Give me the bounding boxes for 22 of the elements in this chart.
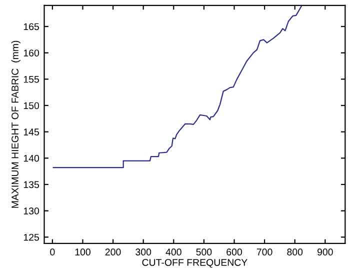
x-tick-label: 400 xyxy=(166,248,182,256)
x-tick-label: 600 xyxy=(226,248,242,256)
y-tick-label: 125 xyxy=(24,234,39,241)
x-tick-label: 100 xyxy=(75,248,90,256)
y-tick-label: 135 xyxy=(24,181,39,188)
x-tick-label: 900 xyxy=(317,248,333,256)
x-tick-label: 0 xyxy=(50,248,55,256)
y-tick-label: 145 xyxy=(24,128,39,136)
y-tick-label: 130 xyxy=(24,208,40,214)
y-tick-label: 150 xyxy=(24,102,40,110)
y-axis-title: MAXIMUM HIEGHT OF FABRIC (mm) xyxy=(11,40,20,208)
x-tick-label: 500 xyxy=(196,248,212,256)
y-tick-label: 160 xyxy=(24,50,40,56)
x-tick-label: 800 xyxy=(287,248,303,256)
y-tick-label: 140 xyxy=(24,154,40,162)
x-tick-label: 200 xyxy=(105,248,121,256)
line-series xyxy=(52,5,302,168)
y-tick-label: 155 xyxy=(24,76,39,83)
y-tick-label: 165 xyxy=(24,23,39,30)
x-tick-label: 300 xyxy=(136,248,152,256)
x-tick-label: 700 xyxy=(256,248,272,256)
x-axis-title: CUT-OFF FREQUENCY xyxy=(142,259,248,268)
